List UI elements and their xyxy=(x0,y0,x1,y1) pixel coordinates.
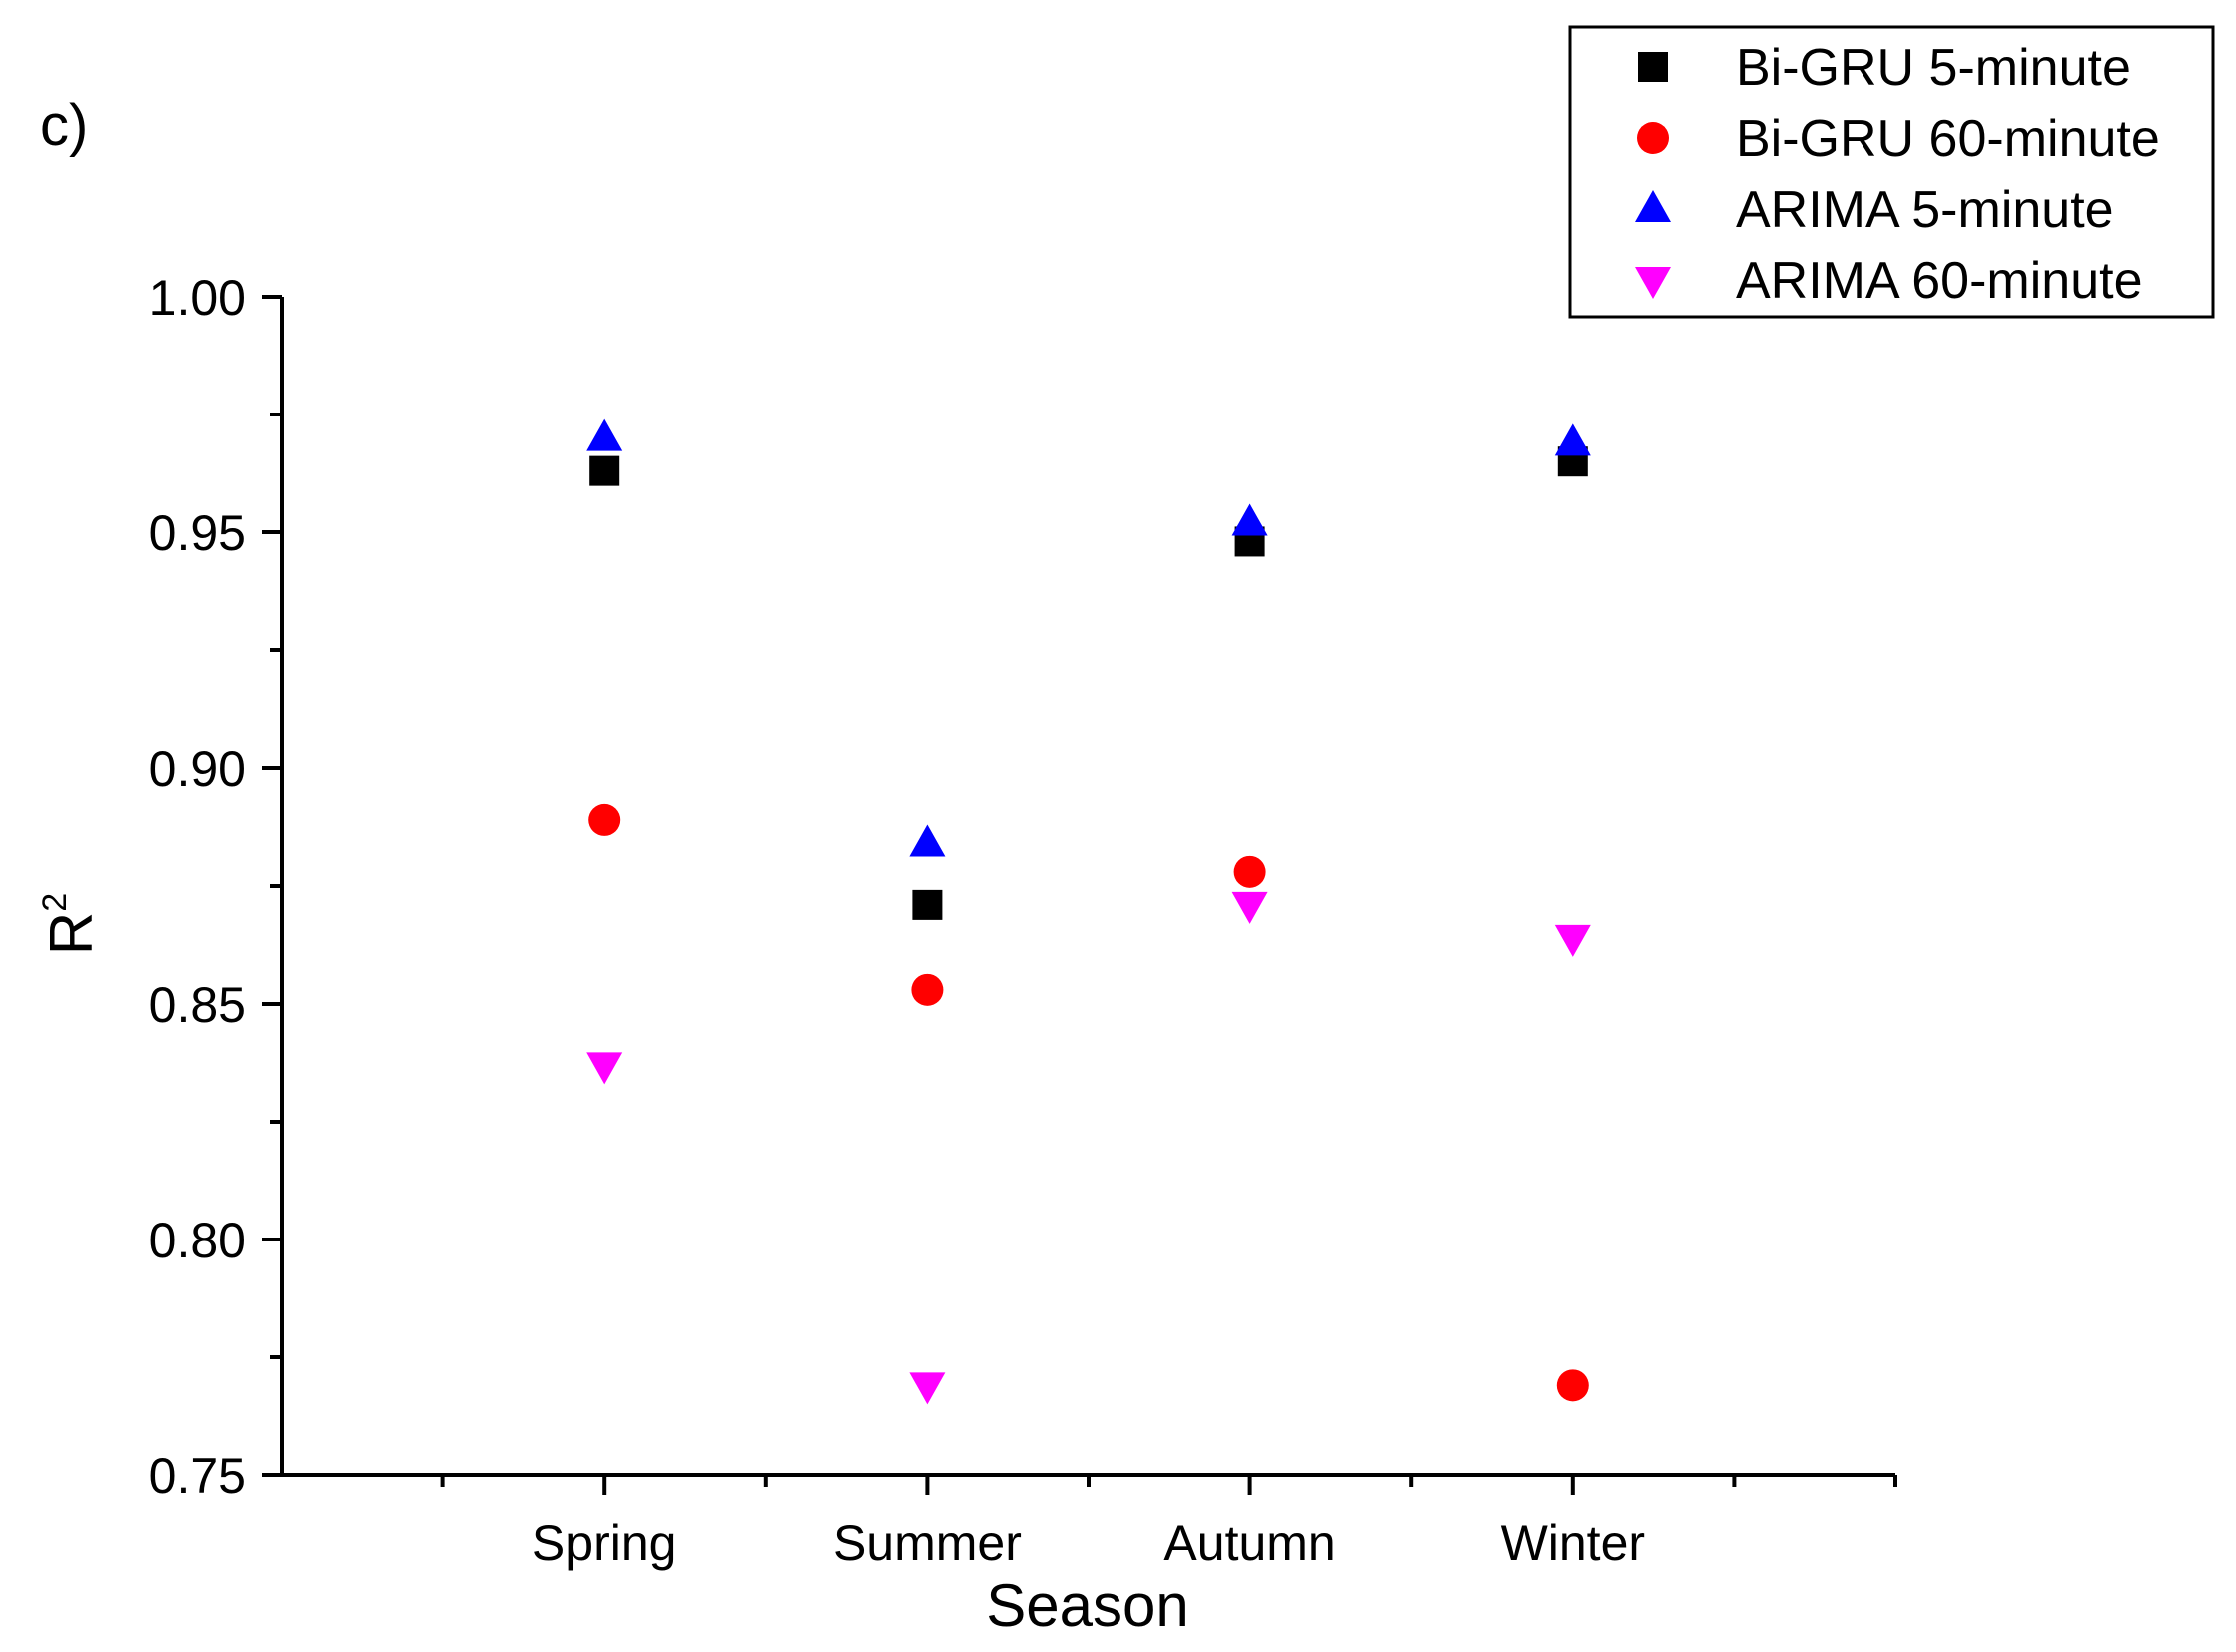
series-bi-gru-60-minute xyxy=(588,803,1589,1402)
data-point xyxy=(1554,924,1591,957)
data-point xyxy=(911,973,944,1006)
legend: Bi-GRU 5-minute Bi-GRU 60-minute ARIMA 5-m… xyxy=(1568,25,2215,319)
y-axis-label: R2 xyxy=(36,893,105,955)
legend-label: ARIMA 60-minute xyxy=(1736,252,2143,310)
x-tick-label: Summer xyxy=(833,1515,1022,1571)
legend-marker xyxy=(1638,52,1668,82)
legend-marker xyxy=(1635,190,1671,222)
legend-marker xyxy=(1637,122,1669,154)
data-point xyxy=(909,824,946,857)
y-tick-label: 0.80 xyxy=(149,1213,246,1268)
data-point xyxy=(586,1052,623,1085)
data-point xyxy=(588,803,621,836)
legend-label: ARIMA 5-minute xyxy=(1736,181,2114,239)
y-tick-label: 0.85 xyxy=(149,977,246,1033)
series-arima-5-minute xyxy=(586,418,1591,857)
data-point xyxy=(1556,1369,1589,1402)
series-bi-gru-5-minute xyxy=(589,446,1588,920)
x-tick-label: Autumn xyxy=(1163,1515,1335,1571)
y-tick-label: 0.95 xyxy=(149,505,246,561)
data-points xyxy=(586,418,1591,1405)
data-point xyxy=(586,418,623,451)
y-tick-label: 1.00 xyxy=(149,270,246,326)
y-axis-label-superscript: 2 xyxy=(36,893,74,912)
x-tick-label: Winter xyxy=(1501,1515,1645,1571)
x-axis-label: Season xyxy=(986,1572,1189,1639)
data-point xyxy=(589,455,620,486)
legend-label: Bi-GRU 60-minute xyxy=(1736,110,2160,168)
data-point xyxy=(1554,423,1591,456)
y-axis-label-base: R xyxy=(38,912,105,955)
legend-label: Bi-GRU 5-minute xyxy=(1736,39,2131,97)
x-tick-label: Spring xyxy=(532,1515,677,1571)
legend-box xyxy=(1568,25,2215,319)
y-axis-ticks: 0.75 0.80 0.85 0.90 0.95 1.00 xyxy=(149,270,282,1504)
data-point xyxy=(1233,855,1266,888)
data-point xyxy=(912,889,943,920)
data-point xyxy=(1231,503,1268,536)
y-tick-label: 0.90 xyxy=(149,741,246,797)
y-tick-label: 0.75 xyxy=(149,1448,246,1504)
data-point xyxy=(1231,891,1268,924)
panel-label: c) xyxy=(40,93,89,158)
legend-marker xyxy=(1635,267,1671,299)
series-arima-60-minute xyxy=(586,891,1591,1405)
data-point xyxy=(909,1372,946,1405)
axes xyxy=(280,297,1895,1477)
x-axis-ticks: Spring Summer Autumn Winter xyxy=(440,1475,1897,1571)
